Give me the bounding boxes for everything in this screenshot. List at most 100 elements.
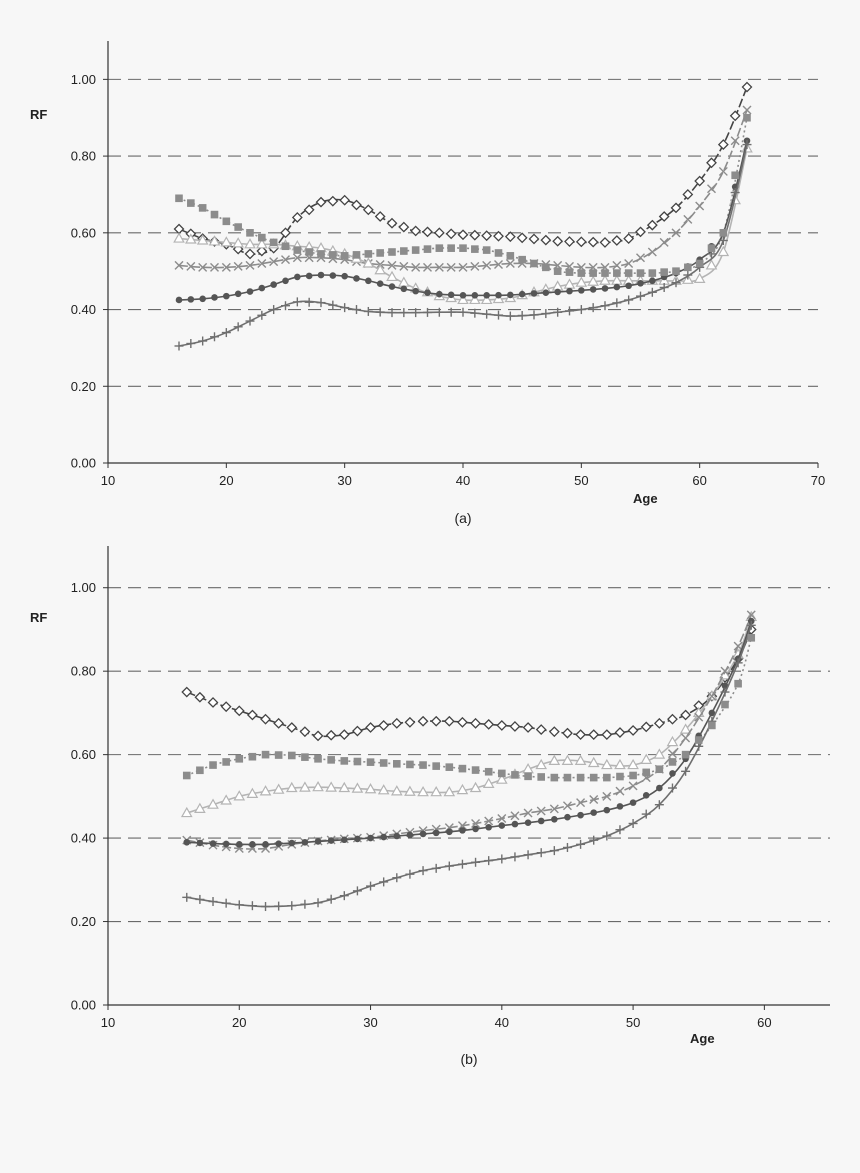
data-point xyxy=(576,773,585,782)
data-point xyxy=(221,262,231,272)
data-point xyxy=(471,292,479,299)
data-point xyxy=(362,257,375,268)
data-point xyxy=(433,227,445,239)
data-point xyxy=(507,291,514,299)
data-point xyxy=(470,308,480,318)
data-point xyxy=(198,262,208,272)
data-point xyxy=(282,277,289,285)
data-point xyxy=(649,277,656,285)
data-point xyxy=(498,769,506,778)
data-point xyxy=(718,166,728,176)
data-point xyxy=(565,268,574,276)
data-point xyxy=(471,245,479,253)
data-point xyxy=(430,785,443,797)
data-point xyxy=(423,245,432,253)
data-point xyxy=(641,809,651,819)
data-point xyxy=(447,244,455,252)
data-point xyxy=(312,780,324,792)
y-tick-label: 0.40 xyxy=(71,302,96,317)
x-tick-label: 50 xyxy=(626,1015,640,1030)
data-point xyxy=(299,781,311,792)
data-point xyxy=(411,262,421,272)
data-point xyxy=(655,765,664,774)
data-point xyxy=(575,276,588,287)
grid-lines xyxy=(108,78,818,387)
data-point xyxy=(590,809,598,816)
data-point xyxy=(446,828,453,836)
x-axis-title: Age xyxy=(633,491,658,506)
data-point xyxy=(445,763,454,771)
data-point xyxy=(365,277,372,285)
data-point xyxy=(498,822,506,829)
data-point xyxy=(187,296,195,303)
data-point xyxy=(328,300,338,310)
data-point xyxy=(388,283,396,290)
data-point xyxy=(666,735,679,747)
y-tick-label: 0.20 xyxy=(71,914,96,929)
x-tick-label: 20 xyxy=(232,1015,246,1030)
data-point xyxy=(574,754,587,765)
series-triangle xyxy=(180,610,758,818)
data-point xyxy=(628,781,638,791)
data-point xyxy=(481,230,493,242)
data-point xyxy=(398,221,410,233)
data-point xyxy=(530,259,538,268)
data-point xyxy=(659,282,669,292)
data-point xyxy=(613,269,621,277)
data-point xyxy=(222,758,230,766)
data-point xyxy=(485,823,492,831)
data-point xyxy=(174,260,184,270)
data-point xyxy=(261,902,271,912)
data-point xyxy=(443,785,456,797)
data-point xyxy=(742,140,752,150)
data-point xyxy=(589,773,598,782)
data-point xyxy=(497,813,507,823)
data-point xyxy=(747,634,756,642)
data-point xyxy=(561,754,574,765)
data-point xyxy=(660,268,668,276)
series-dot xyxy=(183,617,755,848)
data-point xyxy=(733,658,743,668)
data-point xyxy=(599,236,611,248)
data-point xyxy=(417,785,429,797)
data-point xyxy=(708,721,716,730)
data-point xyxy=(589,794,599,804)
data-point xyxy=(196,839,204,847)
data-point xyxy=(431,863,441,873)
x-tick-label: 10 xyxy=(101,473,115,488)
data-point xyxy=(248,752,257,761)
data-point xyxy=(341,272,348,280)
data-point xyxy=(300,899,310,909)
data-point xyxy=(484,816,494,826)
data-point xyxy=(682,189,694,200)
data-point xyxy=(637,279,644,287)
data-point xyxy=(642,792,650,799)
data-point xyxy=(246,709,258,721)
data-point xyxy=(540,234,552,246)
data-point xyxy=(734,679,742,688)
data-point xyxy=(603,806,611,814)
data-point xyxy=(482,777,495,788)
data-point xyxy=(275,840,282,848)
data-point xyxy=(458,262,468,272)
data-point xyxy=(221,898,231,908)
data-point xyxy=(340,757,349,765)
data-point xyxy=(220,236,233,247)
data-point xyxy=(391,717,403,729)
data-point xyxy=(624,269,633,277)
data-point xyxy=(562,727,573,739)
series-diamond xyxy=(181,624,757,742)
data-point xyxy=(386,217,398,229)
data-point xyxy=(459,827,466,834)
data-point xyxy=(419,830,427,838)
data-point xyxy=(234,900,244,910)
series-plus xyxy=(174,140,752,351)
data-point xyxy=(199,295,206,303)
data-point xyxy=(681,750,690,759)
data-point xyxy=(719,669,731,680)
data-point xyxy=(329,272,337,279)
data-point xyxy=(208,897,218,907)
data-point xyxy=(174,341,184,351)
data-point xyxy=(565,306,574,316)
axes xyxy=(103,546,830,1010)
